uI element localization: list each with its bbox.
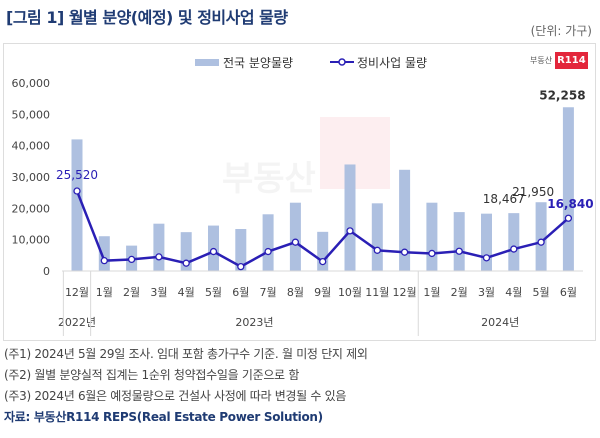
line-point bbox=[264, 247, 272, 256]
line-point bbox=[510, 245, 518, 253]
line-point bbox=[346, 227, 354, 235]
logo: 부동산 R114 bbox=[530, 52, 588, 69]
unit-label: (단위: 가구) bbox=[530, 24, 592, 38]
x-tick-label: 12월 bbox=[65, 286, 89, 299]
bar bbox=[235, 229, 247, 271]
logo-badge: R114 bbox=[555, 52, 588, 69]
chart-frame bbox=[3, 43, 596, 341]
x-tick-label: 2월 bbox=[123, 286, 140, 299]
bar bbox=[399, 169, 411, 271]
x-tick-label: 7월 bbox=[260, 286, 277, 299]
bar bbox=[262, 214, 274, 271]
y-tick-label: 30,000 bbox=[12, 171, 51, 184]
line-point bbox=[155, 253, 163, 261]
x-tick-label: 5월 bbox=[205, 286, 222, 299]
x-tick-label: 11월 bbox=[365, 286, 389, 299]
watermark-text: 부동산 bbox=[222, 159, 316, 199]
y-tick-label: 40,000 bbox=[12, 140, 51, 153]
x-tick-label: 2월 bbox=[451, 286, 468, 299]
line-point bbox=[182, 259, 190, 267]
line-point bbox=[373, 246, 381, 254]
line-point bbox=[482, 254, 491, 262]
bar bbox=[98, 236, 110, 271]
x-tick-label: 10월 bbox=[338, 286, 362, 299]
bar bbox=[535, 202, 547, 271]
bar bbox=[481, 213, 492, 271]
y-tick-label: 10,000 bbox=[12, 234, 51, 247]
bar bbox=[453, 212, 465, 271]
year-label: 2023년 bbox=[235, 316, 273, 329]
bar bbox=[180, 232, 192, 271]
x-tick-label: 3월 bbox=[150, 286, 167, 299]
x-tick-label: 1월 bbox=[423, 286, 440, 299]
legend-line-marker bbox=[338, 58, 346, 66]
footnotes: (주1) 2024년 5월 29일 조사. 임대 포함 총가구수 기준. 월 미… bbox=[4, 344, 368, 428]
data-label: 18,467 bbox=[483, 192, 525, 206]
bar bbox=[371, 203, 383, 271]
line-point bbox=[400, 248, 409, 256]
line-point bbox=[564, 214, 573, 222]
bar bbox=[562, 107, 574, 271]
bar bbox=[317, 231, 329, 271]
line-point bbox=[319, 257, 327, 266]
data-label: 16,840 bbox=[547, 197, 593, 211]
line-point bbox=[455, 247, 463, 255]
bar bbox=[71, 139, 83, 271]
x-tick-label: 5월 bbox=[533, 286, 550, 299]
x-tick-label: 12월 bbox=[393, 286, 417, 299]
bar bbox=[344, 164, 356, 271]
legend-bar-swatch bbox=[195, 59, 219, 66]
note-2: (주2) 월별 분양실적 집계는 1순위 청약접수일을 기준으로 함 bbox=[4, 368, 300, 382]
figure-title: [그림 1] 월별 분양(예정) 및 정비사업 물량 bbox=[6, 8, 288, 27]
data-label: 52,258 bbox=[539, 88, 585, 102]
year-label: 2022년 bbox=[58, 316, 96, 329]
legend-bar-label: 전국 분양물량 bbox=[223, 56, 293, 70]
data-label: 21,950 bbox=[512, 185, 554, 199]
line-point bbox=[127, 255, 136, 264]
bar bbox=[289, 202, 301, 271]
logo-prefix: 부동산 bbox=[530, 56, 553, 65]
year-label: 2024년 bbox=[481, 316, 519, 329]
y-tick-label: 50,000 bbox=[12, 108, 51, 121]
note-1: (주1) 2024년 5월 29일 조사. 임대 포함 총가구수 기준. 월 미… bbox=[4, 347, 368, 361]
data-label: 25,520 bbox=[56, 168, 98, 182]
note-3: (주3) 2024년 6월은 예정물량으로 건설사 사정에 따라 변경될 수 있… bbox=[4, 389, 347, 403]
line-point bbox=[237, 262, 245, 271]
x-tick-label: 9월 bbox=[314, 286, 331, 299]
chart: 부동산 전국 분양물량 정비사업 물량 0 10,000 20,000 30,000 40,0… bbox=[12, 56, 594, 336]
bar bbox=[508, 213, 520, 271]
line-point bbox=[428, 249, 436, 258]
bar bbox=[153, 223, 165, 271]
bar bbox=[426, 202, 438, 271]
x-tick-label: 8월 bbox=[287, 286, 304, 299]
x-tick-label: 6월 bbox=[560, 286, 577, 299]
line-point bbox=[537, 238, 545, 246]
y-tick-label: 20,000 bbox=[12, 202, 51, 215]
line-point bbox=[291, 238, 300, 246]
x-tick-label: 1월 bbox=[96, 286, 113, 299]
x-tick-label: 6월 bbox=[232, 286, 249, 299]
x-tick-label: 3월 bbox=[478, 286, 495, 299]
y-tick-label: 60,000 bbox=[12, 77, 51, 90]
line-point bbox=[73, 187, 81, 195]
x-tick-label: 4월 bbox=[178, 286, 195, 299]
legend-line-label: 정비사업 물량 bbox=[357, 56, 427, 70]
y-tick-label: 0 bbox=[43, 265, 50, 278]
line-point bbox=[209, 247, 218, 256]
source: 자료: 부동산R114 REPS(Real Estate Power Solut… bbox=[4, 410, 323, 424]
x-tick-label: 4월 bbox=[505, 286, 522, 299]
line-point bbox=[100, 257, 108, 265]
